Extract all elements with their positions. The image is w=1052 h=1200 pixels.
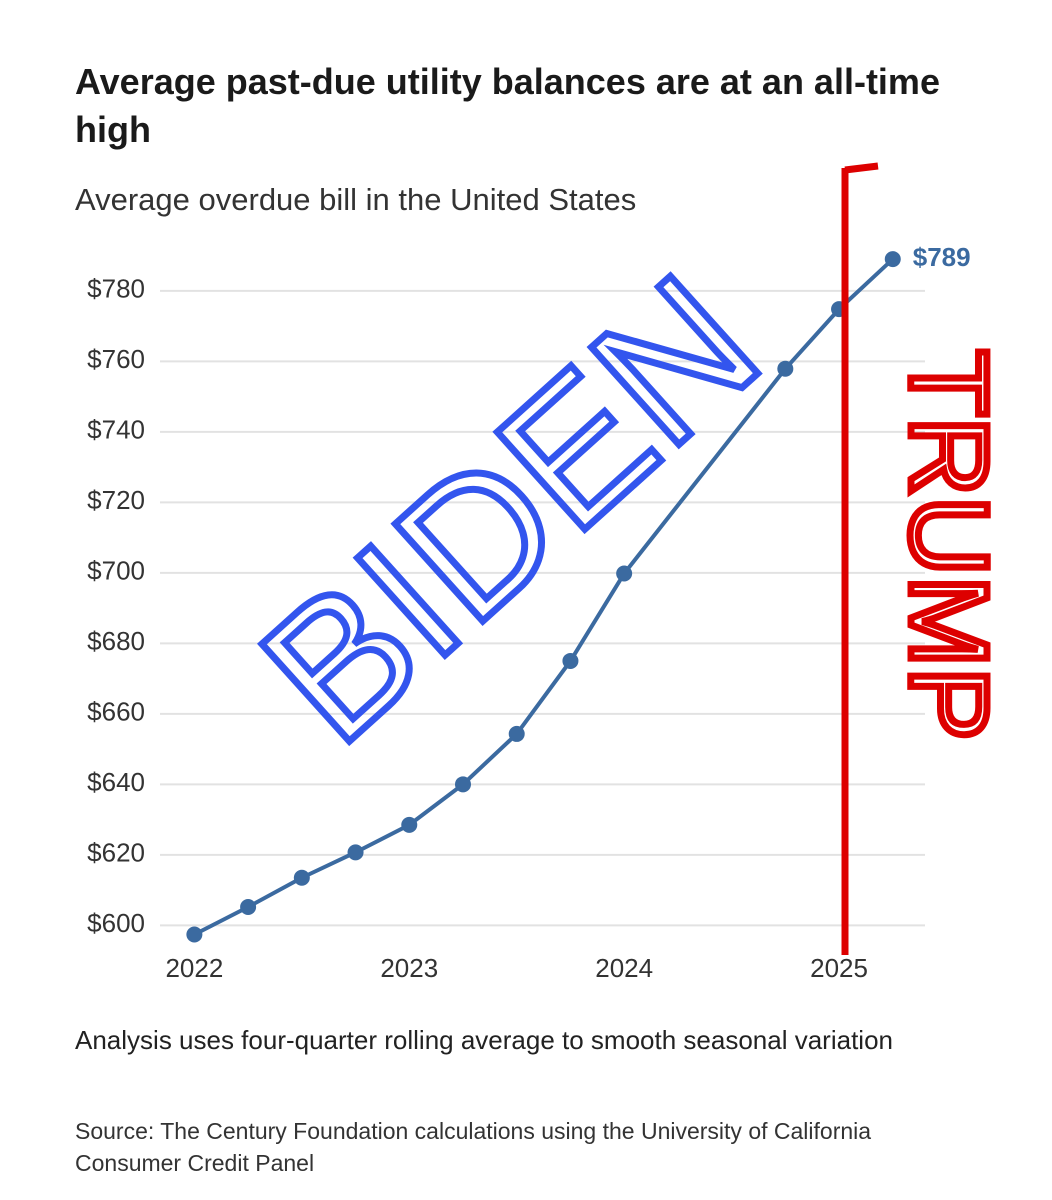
y-tick-label: $620	[87, 838, 145, 868]
annotation-text: BIDEN	[223, 236, 796, 782]
y-tick-label: $720	[87, 485, 145, 515]
data-point	[401, 816, 418, 833]
data-point	[616, 565, 633, 582]
value-label: $789	[913, 242, 971, 272]
data-point	[240, 898, 257, 915]
chart-source: Source: The Century Foundation calculati…	[75, 1118, 872, 1176]
y-tick-label: $740	[87, 415, 145, 445]
y-tick-label: $680	[87, 626, 145, 656]
x-tick-label: 2025	[810, 953, 868, 983]
data-point	[508, 725, 525, 742]
data-point	[186, 926, 203, 943]
chart-title: Average past-due utility balances are at…	[75, 61, 940, 150]
annotation-bracket	[844, 162, 879, 174]
x-tick-label: 2023	[380, 953, 438, 983]
y-tick-label: $600	[87, 908, 145, 938]
y-tick-label: $700	[87, 556, 145, 586]
data-point	[454, 776, 471, 793]
y-tick-label: $640	[87, 767, 145, 797]
data-line	[193, 257, 895, 937]
data-point	[777, 360, 794, 377]
chart-subtitle: Average overdue bill in the United State…	[75, 182, 637, 217]
annotation-text: TRUMP	[887, 349, 1010, 740]
data-point	[562, 652, 579, 669]
x-tick-label: 2022	[165, 953, 223, 983]
chart-note: Analysis uses four-quarter rolling avera…	[75, 1025, 893, 1055]
data-point	[293, 869, 310, 886]
y-tick-label: $660	[87, 697, 145, 727]
y-tick-label: $760	[87, 344, 145, 374]
data-point	[884, 251, 901, 268]
y-tick-label: $780	[87, 274, 145, 304]
data-point	[347, 844, 364, 861]
x-tick-label: 2024	[595, 953, 653, 983]
